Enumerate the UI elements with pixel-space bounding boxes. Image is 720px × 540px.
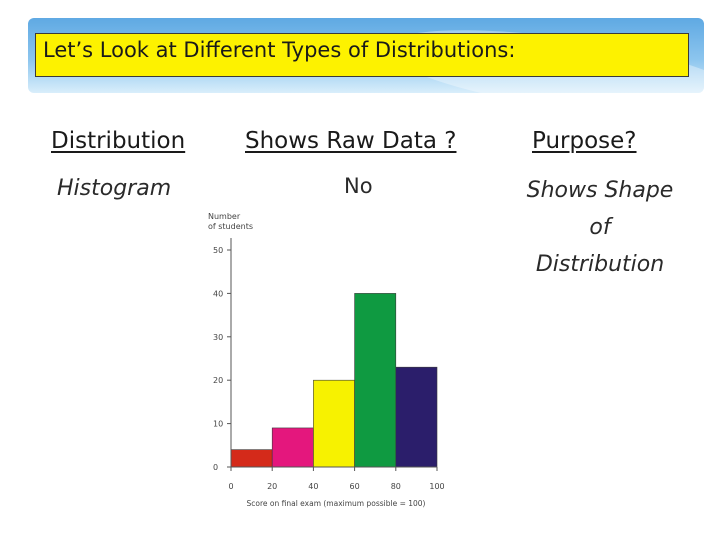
histogram-bar <box>271 427 314 468</box>
x-tick-label: 0 <box>228 482 233 491</box>
x-tick-label: 100 <box>429 482 444 491</box>
header-distribution: Distribution <box>51 128 186 154</box>
x-tick-label: 60 <box>350 482 360 491</box>
histogram-bar <box>354 293 397 468</box>
y-axis-label: Number <box>208 212 241 221</box>
header-raw-data: Shows Raw Data ? <box>245 128 457 154</box>
histogram-bar <box>313 379 355 468</box>
title-box <box>35 33 689 77</box>
x-tick-label: 20 <box>267 482 277 491</box>
slide-title: Let’s Look at Different Types of Distrib… <box>43 38 516 62</box>
histogram-bar <box>395 366 438 468</box>
y-tick-label: 0 <box>213 463 218 472</box>
y-tick-label: 50 <box>213 246 223 255</box>
purpose-line: Shows Shape <box>526 178 674 203</box>
y-axis-label: of students <box>208 222 253 231</box>
cell-raw-data-no: No <box>344 174 373 198</box>
purpose-line: of <box>589 215 611 240</box>
y-tick-label: 40 <box>213 289 223 298</box>
x-tick-label: 40 <box>308 482 318 491</box>
y-tick-label: 30 <box>213 333 223 342</box>
cell-distribution-histogram: Histogram <box>57 176 172 201</box>
cell-purpose: Shows Shape of Distribution <box>498 172 702 283</box>
purpose-line: Distribution <box>535 252 665 277</box>
x-tick-label: 80 <box>391 482 401 491</box>
y-tick-label: 20 <box>213 376 223 385</box>
histogram-bar <box>230 449 273 468</box>
header-purpose: Purpose? <box>532 128 637 154</box>
x-axis-label: Score on final exam (maximum possible = … <box>247 499 426 508</box>
y-tick-label: 10 <box>213 420 223 429</box>
